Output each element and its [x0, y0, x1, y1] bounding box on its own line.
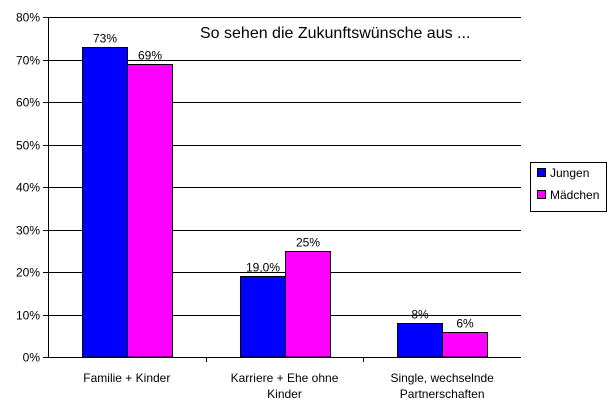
category-label: Partnerschaften	[400, 387, 485, 401]
data-label: 25%	[296, 236, 320, 250]
bar-jungen	[397, 323, 443, 358]
data-label: 73%	[93, 32, 117, 46]
x-axis-category-labels: Familie + Kinder Karriere + Ehe ohne Kinde…	[83, 371, 494, 401]
legend-swatch	[537, 168, 546, 177]
legend-swatch	[537, 190, 546, 199]
legend-label: Jungen	[550, 166, 589, 180]
chart-title: So sehen die Zukunftswünsche aus ...	[200, 25, 470, 42]
bars	[82, 47, 488, 358]
bar-jungen	[82, 47, 128, 358]
bar-jungen	[240, 276, 286, 358]
y-tick-label: 20%	[16, 266, 40, 280]
data-label: 6%	[456, 317, 474, 331]
category-label: Kinder	[267, 387, 302, 401]
y-tick-label: 0%	[23, 351, 41, 365]
y-tick-label: 10%	[16, 309, 40, 323]
bar-m-dchen	[285, 251, 331, 358]
y-tick-label: 50%	[16, 139, 40, 153]
legend: Jungen Mädchen	[530, 162, 607, 212]
data-label: 8%	[411, 308, 429, 322]
category-label: Single, wechselnde	[390, 371, 494, 385]
data-label: 19,0%	[246, 261, 280, 275]
y-axis-tick-labels: 0% 10% 20% 30% 40% 50% 60% 70% 80%	[16, 11, 40, 365]
data-labels: 73% 69% 19,0% 25% 8% 6%	[93, 32, 474, 331]
bar-m-dchen	[127, 64, 173, 358]
y-tick-label: 70%	[16, 54, 40, 68]
category-label: Familie + Kinder	[83, 371, 170, 385]
y-tick-label: 60%	[16, 96, 40, 110]
bar-m-dchen	[442, 332, 488, 358]
y-tick-label: 40%	[16, 181, 40, 195]
y-tick-label: 30%	[16, 224, 40, 238]
data-label: 69%	[138, 49, 162, 63]
category-label: Karriere + Ehe ohne	[231, 371, 339, 385]
axes	[48, 17, 521, 362]
y-tick-label: 80%	[16, 11, 40, 25]
legend-label: Mädchen	[550, 188, 599, 202]
